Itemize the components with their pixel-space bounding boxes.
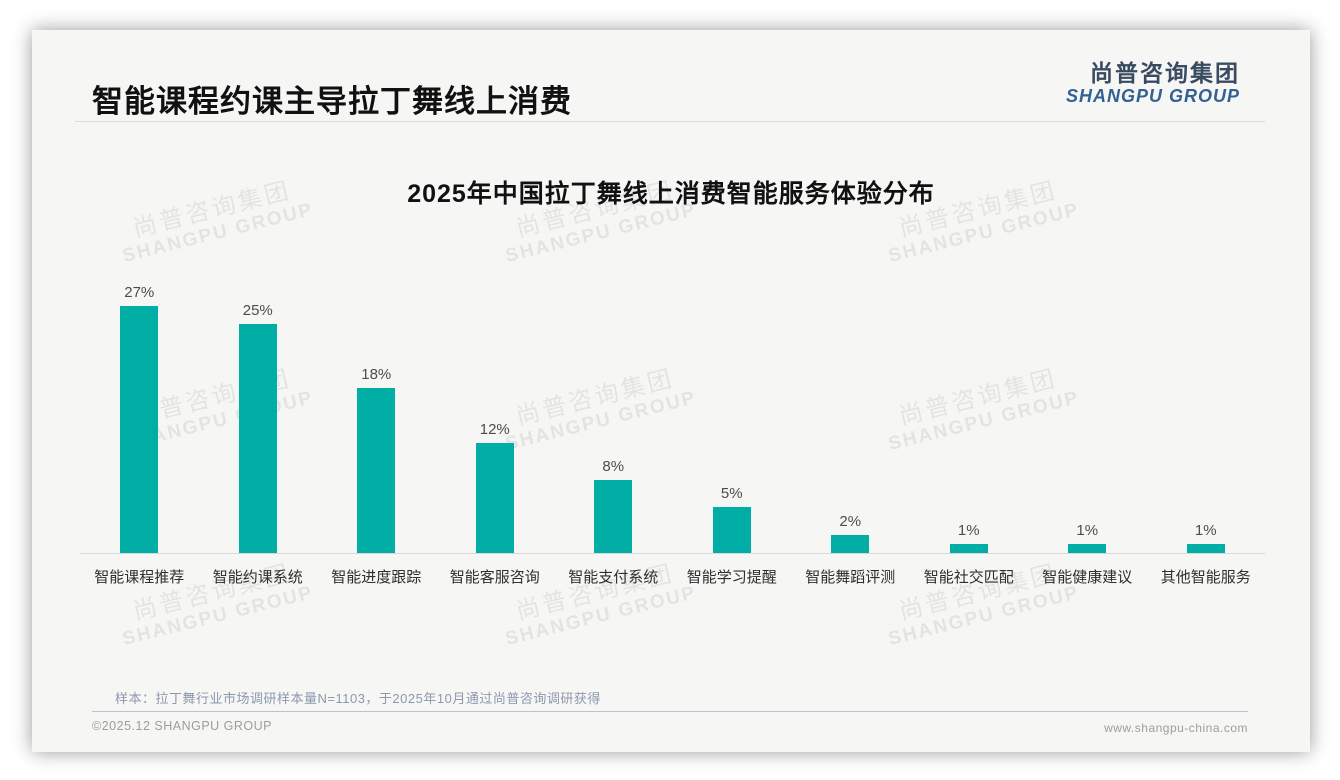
bar-slot: 18% xyxy=(317,366,436,553)
slide-card: 尚普咨询集团 SHANGPU GROUP 尚普咨询集团 SHANGPU GROUP 尚普… xyxy=(32,30,1310,752)
bar xyxy=(831,535,870,553)
bar xyxy=(594,480,633,553)
bar-slot: 8% xyxy=(554,458,673,553)
bar-value-label: 5% xyxy=(720,485,743,502)
category-label: 智能舞蹈评测 xyxy=(805,569,896,586)
bar xyxy=(238,324,277,553)
footer-divider xyxy=(92,711,1248,712)
company-logo: 尚普咨询集团 SHANGPU GROUP xyxy=(1066,60,1240,106)
bar-value-label: 8% xyxy=(602,458,625,475)
bar xyxy=(949,544,988,553)
x-axis-labels: 智能课程推荐 智能约课系统 智能进度跟踪 智能客服咨询 智能支付系统 智能学习提醒 智能舞蹈… xyxy=(80,566,1265,587)
bar-value-label: 1% xyxy=(1076,522,1099,539)
bar xyxy=(1068,544,1107,553)
bar-slot: 27% xyxy=(80,284,199,553)
bar-value-label: 18% xyxy=(361,366,392,383)
category-label: 智能约课系统 xyxy=(212,569,303,586)
header-divider xyxy=(75,121,1265,122)
bar-value-label: 1% xyxy=(957,522,980,539)
bar-value-label: 2% xyxy=(839,513,862,530)
sample-note: 样本：拉丁舞行业市场调研样本量N=1103，于2025年10月通过尚普咨询调研获… xyxy=(115,691,601,706)
logo-en-text: SHANGPU GROUP xyxy=(1065,86,1240,106)
watermark-en-text: SHANGPU GROUP xyxy=(886,582,1082,651)
bar xyxy=(120,306,159,553)
bar-value-label: 27% xyxy=(124,284,155,301)
bar-value-label: 1% xyxy=(1194,522,1217,539)
bar xyxy=(475,443,514,553)
page-title: 智能课程约课主导拉丁舞线上消费 xyxy=(92,84,572,119)
bar-slot: 2% xyxy=(791,513,910,553)
bar-value-label: 25% xyxy=(242,302,273,319)
watermark-en-text: SHANGPU GROUP xyxy=(120,582,316,651)
logo-cn-text: 尚普咨询集团 xyxy=(1090,60,1240,86)
bar-slot: 5% xyxy=(673,485,792,553)
category-label: 智能支付系统 xyxy=(568,569,659,586)
bar-slot: 25% xyxy=(199,302,318,553)
category-label: 智能客服咨询 xyxy=(449,569,540,586)
bar-slot: 1% xyxy=(1147,522,1266,553)
bar-slot: 1% xyxy=(1028,522,1147,553)
bar-slot: 12% xyxy=(436,421,555,553)
category-label: 智能健康建议 xyxy=(1042,569,1133,586)
chart-title: 2025年中国拉丁舞线上消费智能服务体验分布 xyxy=(407,180,935,208)
category-label: 智能课程推荐 xyxy=(94,569,185,586)
website-url: www.shangpu-china.com xyxy=(1104,721,1248,735)
category-label: 智能社交匹配 xyxy=(923,569,1014,586)
category-label: 智能学习提醒 xyxy=(686,569,777,586)
category-label: 其他智能服务 xyxy=(1160,569,1251,586)
bar xyxy=(712,507,751,553)
bar xyxy=(357,388,396,553)
bar-slot: 1% xyxy=(910,522,1029,553)
watermark-en-text: SHANGPU GROUP xyxy=(503,582,699,651)
bar-chart-plot: 27% 25% 18% 12% 8% 5% 2% 1% 1% 1% xyxy=(80,273,1265,554)
copyright-text: ©2025.12 SHANGPU GROUP xyxy=(92,719,272,733)
category-label: 智能进度跟踪 xyxy=(331,569,422,586)
bar-value-label: 12% xyxy=(479,421,510,438)
bar xyxy=(1186,544,1225,553)
